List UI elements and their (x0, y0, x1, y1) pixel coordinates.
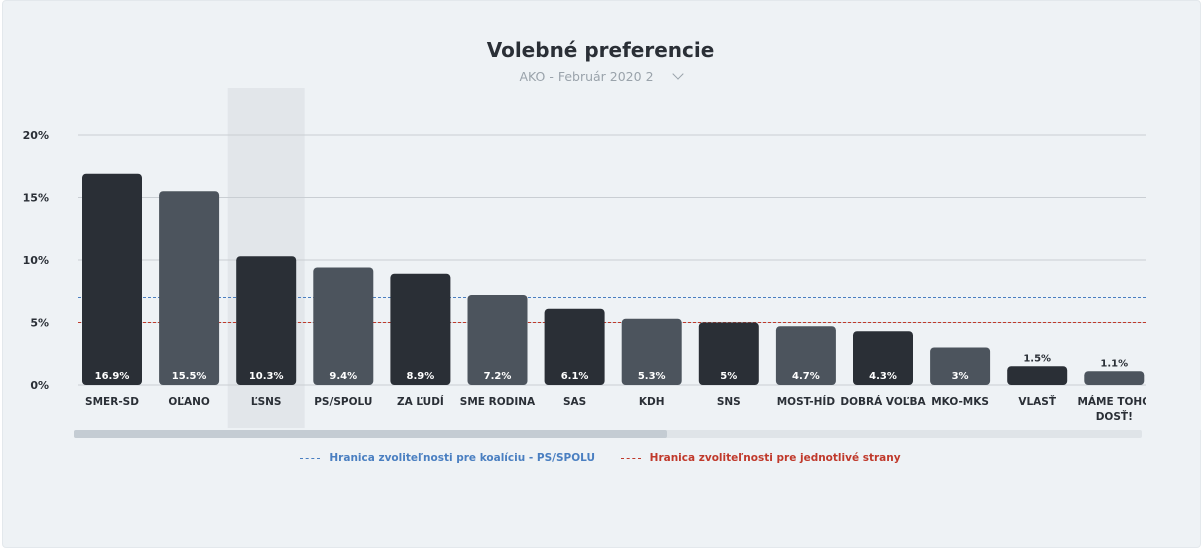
bar[interactable] (1084, 371, 1145, 385)
bar[interactable] (698, 322, 759, 386)
horizontal-scrollbar[interactable] (74, 430, 1142, 438)
bar-value-label: 3% (952, 371, 969, 382)
y-tick-label: 10% (23, 254, 49, 267)
y-tick-label: 20% (23, 129, 49, 142)
bar[interactable] (159, 191, 220, 385)
bar[interactable] (853, 331, 913, 385)
x-category-label: ĽSNS (251, 396, 282, 408)
x-category-label: SMER-SD (85, 396, 139, 408)
legend-label: Hranica zvoliteľnosti pre jednotlivé str… (649, 452, 901, 464)
legend-label: Hranica zvoliteľnosti pre koalíciu - PS/… (329, 452, 595, 464)
bar[interactable] (82, 173, 142, 385)
legend-dash-icon (300, 457, 321, 459)
y-tick-label: 0% (30, 379, 49, 392)
bar-chart: 0% 5% 10% 15% 20% 16.9% SMER-SD 15.5% OĽANO 10.3%… (22, 88, 1201, 430)
x-category-label: VLASŤ (1018, 395, 1057, 408)
y-tick-label: 5% (30, 317, 49, 330)
x-category-label: MKO-MKS (931, 396, 989, 408)
label-clip-mask (1146, 390, 1201, 430)
x-category-label: ZA ĽUDÍ (397, 395, 444, 408)
bar-value-label: 5.3% (638, 371, 666, 382)
x-category-label: MÁME TOHO DOSŤ! (1077, 395, 1151, 423)
x-category-label: SNS (717, 396, 741, 408)
x-category-label: DOBRÁ VOĽBA (840, 395, 926, 408)
x-category-label: SME RODINA (460, 396, 536, 408)
bar-value-label: 6.1% (561, 371, 589, 382)
x-category-label: SAS (563, 396, 586, 408)
legend-item-coalition-threshold[interactable]: Hranica zvoliteľnosti pre koalíciu - PS/… (300, 452, 595, 464)
bar-value-label: 15.5% (172, 371, 207, 382)
bar-value-label: 4.3% (869, 371, 897, 382)
bar[interactable] (236, 256, 297, 385)
bar[interactable] (621, 318, 682, 385)
bar-value-label: 5% (720, 371, 737, 382)
x-category-label: OĽANO (168, 396, 210, 408)
bar[interactable] (930, 347, 991, 386)
bar-value-label: 7.2% (484, 371, 512, 382)
bar[interactable] (544, 308, 605, 385)
bar[interactable] (313, 267, 374, 386)
bar[interactable] (1007, 366, 1068, 385)
bar-value-label: 8.9% (407, 371, 435, 382)
x-category-label: KDH (639, 396, 665, 408)
bar-value-label: 16.9% (95, 371, 130, 382)
bar[interactable] (390, 273, 451, 385)
bar-value-label: 4.7% (792, 371, 820, 382)
legend: Hranica zvoliteľnosti pre koalíciu - PS/… (0, 452, 1201, 464)
bar[interactable] (467, 295, 528, 385)
subtitle-text: AKO - Február 2020 2 (519, 69, 654, 84)
bar-value-label: 1.5% (1023, 353, 1051, 364)
legend-dash-icon (620, 457, 641, 459)
scrollbar-thumb[interactable] (74, 430, 667, 438)
bar[interactable] (775, 326, 836, 385)
bar-value-label: 9.4% (329, 371, 357, 382)
y-tick-label: 15% (23, 192, 49, 205)
bar-value-label: 10.3% (249, 371, 284, 382)
x-category-label: PS/SPOLU (314, 396, 372, 408)
legend-item-party-threshold[interactable]: Hranica zvoliteľnosti pre jednotlivé str… (620, 452, 901, 464)
x-category-label: MOST-HÍD (777, 395, 836, 408)
chart-subtitle-dropdown[interactable]: AKO - Február 2020 2 (0, 68, 1201, 84)
bar-value-label: 1.1% (1100, 358, 1128, 369)
chart-title: Volebné preferencie (486, 38, 715, 62)
